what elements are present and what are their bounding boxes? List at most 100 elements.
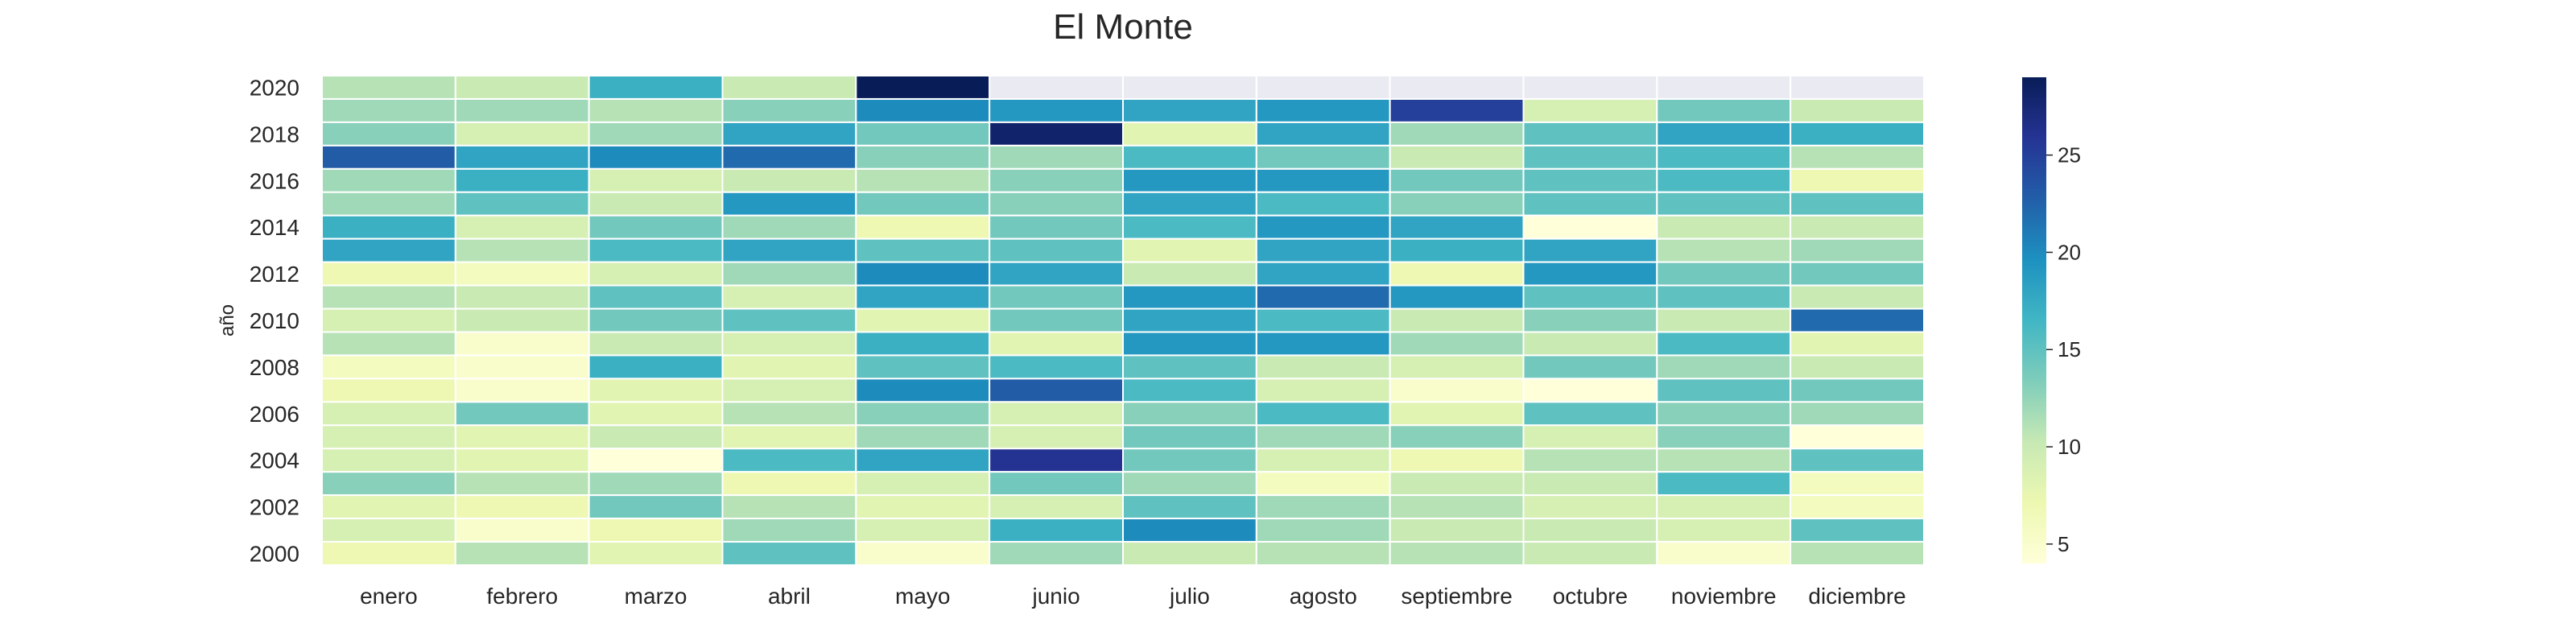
- heatmap-cell: [454, 308, 590, 333]
- colorbar-tick-label: 20: [2058, 240, 2081, 264]
- y-tick-label: 2010: [250, 308, 299, 333]
- heatmap-cell: [588, 494, 724, 520]
- heatmap-cell: [1255, 331, 1391, 357]
- colorbar-tick-label: 25: [2058, 143, 2081, 167]
- heatmap-cell: [321, 97, 456, 123]
- heatmap-cell: [321, 518, 456, 543]
- heatmap-cell: [1656, 308, 1792, 333]
- heatmap-cell: [721, 75, 857, 100]
- heatmap-cell: [1522, 518, 1658, 543]
- heatmap-cell: [1255, 494, 1391, 520]
- heatmap-cell: [454, 401, 590, 427]
- colorbar: [2022, 77, 2046, 564]
- heatmap-cell: [1122, 261, 1257, 287]
- heatmap-cell: [855, 378, 991, 403]
- x-tick-label: octubre: [1553, 584, 1628, 609]
- heatmap-cell: [989, 471, 1124, 497]
- heatmap-cell: [1255, 424, 1391, 450]
- heatmap-cell: [588, 541, 724, 566]
- heatmap-cell: [721, 167, 857, 193]
- heatmap-cell: [1389, 331, 1525, 357]
- heatmap-cell: [454, 144, 590, 170]
- heatmap-cell: [321, 448, 456, 473]
- heatmap-cell: [454, 448, 590, 473]
- heatmap-cell: [588, 97, 724, 123]
- heatmap-cell: [1790, 494, 1926, 520]
- heatmap-cell: [1522, 541, 1658, 566]
- heatmap-cell: [588, 167, 724, 193]
- heatmap-cell: [1122, 331, 1257, 357]
- x-tick-labels: enero febrero marzo abril mayo junio julio agos…: [360, 584, 1906, 609]
- y-tick-label: 2000: [250, 542, 299, 567]
- colorbar-tick-labels: 5 10 15 20 25: [2046, 143, 2081, 556]
- heatmap-cell: [588, 448, 724, 473]
- heatmap-cell: [721, 424, 857, 450]
- y-axis-label: año: [217, 304, 238, 336]
- heatmap-cell: [1122, 237, 1257, 263]
- colorbar-tick-label: 10: [2058, 435, 2081, 459]
- heatmap-cell: [989, 167, 1124, 193]
- heatmap-cell: [321, 284, 456, 310]
- x-tick-label: mayo: [895, 584, 950, 609]
- heatmap-cell: [1656, 518, 1792, 543]
- heatmap-cell: [1389, 471, 1525, 497]
- heatmap-cell: [1122, 378, 1257, 403]
- heatmap-cell: [454, 541, 590, 566]
- heatmap-cell: [1522, 378, 1658, 403]
- heatmap-cell: [989, 518, 1124, 543]
- heatmap-cell: [1255, 167, 1391, 193]
- heatmap-cell: [1790, 471, 1926, 497]
- x-tick-label: febrero: [486, 584, 558, 609]
- heatmap-cell: [1790, 378, 1926, 403]
- heatmap-cell: [321, 261, 456, 287]
- heatmap-cell: [1522, 424, 1658, 450]
- heatmap-cell: [321, 541, 456, 566]
- heatmap-cell: [1389, 378, 1525, 403]
- heatmap-cell: [855, 401, 991, 427]
- heatmap-cell: [989, 378, 1124, 403]
- heatmap-cell: [989, 284, 1124, 310]
- heatmap-cell: [321, 191, 456, 217]
- heatmap-cell: [989, 75, 1124, 100]
- heatmap-cell: [1122, 167, 1257, 193]
- heatmap-cell: [1790, 97, 1926, 123]
- heatmap-cell: [588, 144, 724, 170]
- heatmap-cell: [1656, 378, 1792, 403]
- heatmap-cell: [1389, 518, 1525, 543]
- heatmap-cell: [1255, 284, 1391, 310]
- heatmap-cell: [588, 261, 724, 287]
- x-tick-label: abril: [768, 584, 811, 609]
- heatmap-cell: [855, 448, 991, 473]
- heatmap-cell: [1522, 308, 1658, 333]
- heatmap-cell: [1122, 97, 1257, 123]
- y-tick-label: 2012: [250, 262, 299, 287]
- heatmap-cell: [989, 401, 1124, 427]
- heatmap-cell: [1790, 284, 1926, 310]
- heatmap-cell: [588, 191, 724, 217]
- heatmap-cell: [1522, 214, 1658, 240]
- heatmap-cell: [1122, 75, 1257, 100]
- heatmap-cell: [1656, 75, 1792, 100]
- heatmap-cell: [1656, 448, 1792, 473]
- heatmap-cell: [855, 75, 991, 100]
- heatmap-cell: [1790, 75, 1926, 100]
- heatmap-cell: [1389, 97, 1525, 123]
- heatmap-cell: [321, 237, 456, 263]
- heatmap-cell: [588, 378, 724, 403]
- heatmap-cell: [855, 144, 991, 170]
- heatmap-cell: [1122, 471, 1257, 497]
- y-tick-label: 2014: [250, 215, 299, 240]
- heatmap-cell: [989, 121, 1124, 147]
- heatmap-cell: [855, 237, 991, 263]
- heatmap-cell: [1389, 284, 1525, 310]
- heatmap-cell: [855, 97, 991, 123]
- heatmap-cell: [721, 261, 857, 287]
- heatmap-cell: [1122, 518, 1257, 543]
- heatmap-cell: [1790, 448, 1926, 473]
- heatmap-cell: [454, 518, 590, 543]
- heatmap-cell: [1389, 75, 1525, 100]
- heatmap-cell: [1656, 494, 1792, 520]
- heatmap-cell: [1790, 424, 1926, 450]
- heatmap-cell: [1522, 494, 1658, 520]
